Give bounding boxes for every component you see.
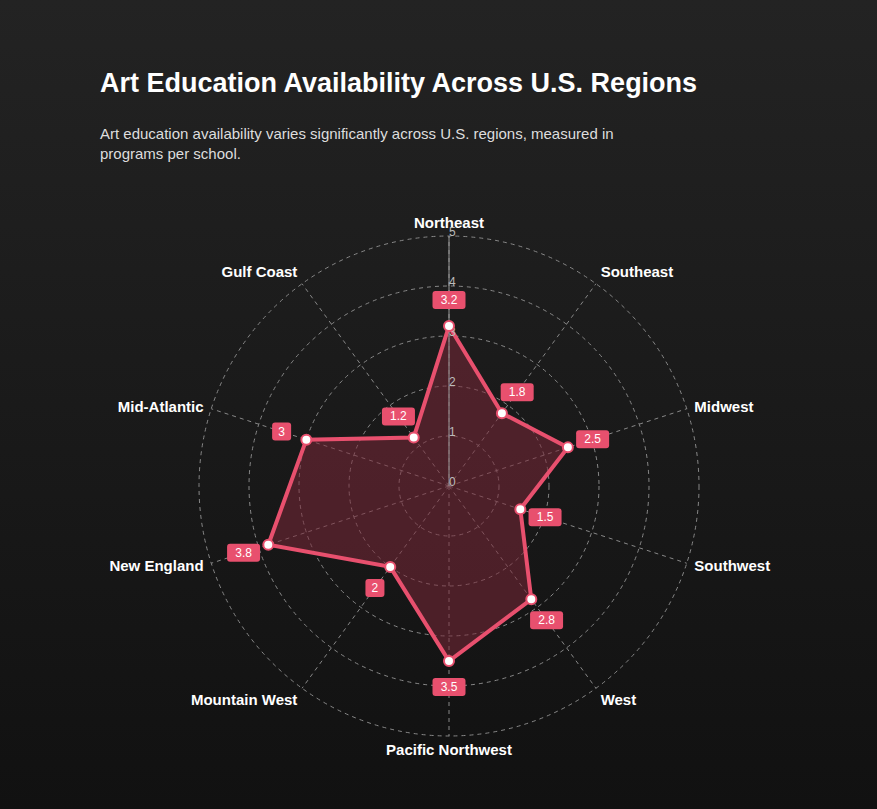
- svg-text:Northeast: Northeast: [414, 214, 484, 231]
- svg-text:Southeast: Southeast: [601, 263, 674, 280]
- svg-text:3: 3: [278, 425, 285, 439]
- svg-text:Gulf Coast: Gulf Coast: [222, 263, 298, 280]
- svg-text:5: 5: [449, 225, 456, 239]
- svg-text:Mid-Atlantic: Mid-Atlantic: [118, 398, 204, 415]
- svg-text:4: 4: [449, 275, 456, 289]
- html-text:Art Education Availability Acr: Art Education Availability Across U.S. R…: [100, 68, 698, 98]
- svg-text:2.5: 2.5: [584, 432, 601, 446]
- svg-text:3.2: 3.2: [441, 293, 458, 307]
- svg-text:0: 0: [449, 475, 456, 489]
- svg-text:Mountain West: Mountain West: [191, 691, 297, 708]
- svg-text:2: 2: [449, 375, 456, 389]
- svg-text:1: 1: [449, 425, 456, 439]
- html-text:Art education availability var: Art education availability varies signif…: [100, 125, 614, 162]
- svg-text:2.8: 2.8: [538, 613, 555, 627]
- svg-text:Midwest: Midwest: [694, 398, 753, 415]
- svg-text:3: 3: [449, 325, 456, 339]
- svg-text:3.8: 3.8: [235, 546, 252, 560]
- svg-text:Pacific Northwest: Pacific Northwest: [386, 741, 512, 758]
- svg-text:1.5: 1.5: [537, 510, 554, 524]
- svg-text:West: West: [601, 691, 637, 708]
- svg-text:1.2: 1.2: [390, 409, 407, 423]
- svg-text:New England: New England: [109, 557, 203, 574]
- svg-text:3.5: 3.5: [441, 680, 458, 694]
- svg-text:1.8: 1.8: [509, 385, 526, 399]
- svg-text:2: 2: [372, 581, 379, 595]
- svg-text:Southwest: Southwest: [694, 557, 770, 574]
